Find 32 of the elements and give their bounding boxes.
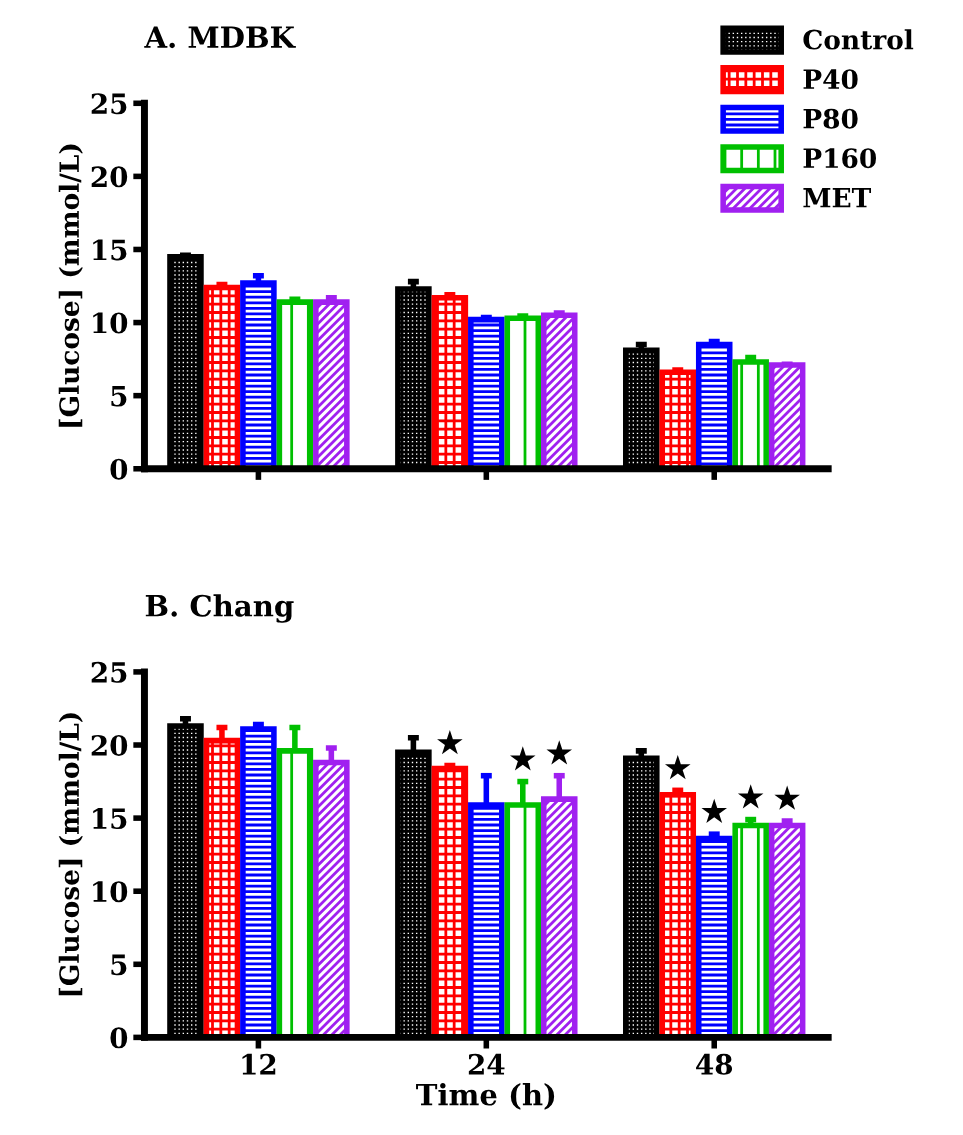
y-tick-label: 0 — [110, 1027, 128, 1049]
chart-title: B. Chang — [145, 594, 294, 623]
y-tick-label: 5 — [111, 385, 127, 407]
y-tick-label: 10 — [93, 881, 128, 903]
y-tick-label: 0 — [110, 458, 128, 480]
y-tick-label: 20 — [91, 166, 128, 188]
y-tick-label: 10 — [93, 312, 128, 334]
data-label: ★ — [774, 785, 800, 810]
y-axis-title: [Glucose] (mmol/L) — [58, 144, 83, 427]
data-label: ★ — [546, 740, 573, 765]
chart-title: A. MDBK — [144, 26, 296, 49]
x-tick-label: 12 — [242, 1053, 276, 1075]
y-tick-label: 20 — [91, 734, 128, 756]
data-label: ★ — [510, 746, 536, 771]
legend-label: P160 — [803, 148, 877, 169]
y-tick-label: 25 — [91, 93, 127, 115]
y-tick-label: 5 — [111, 954, 127, 976]
legend-label: MET — [803, 188, 872, 208]
y-axis-title: [Glucose] (mmol/L) — [58, 713, 83, 996]
legend-label: Control — [803, 29, 914, 50]
x-tick-label: 24 — [468, 1053, 505, 1075]
y-tick-label: 25 — [91, 661, 127, 683]
x-tick-label: 48 — [696, 1053, 733, 1075]
data-label: ★ — [664, 754, 691, 780]
x-axis-title: Time (h) — [416, 1083, 555, 1110]
data-label: ★ — [701, 798, 727, 824]
y-tick-label: 15 — [93, 808, 127, 830]
data-label: ★ — [737, 784, 764, 809]
legend-label: P80 — [803, 108, 858, 129]
legend-label: P40 — [803, 69, 858, 90]
y-tick-label: 15 — [93, 239, 127, 261]
data-label: ★ — [437, 730, 463, 755]
